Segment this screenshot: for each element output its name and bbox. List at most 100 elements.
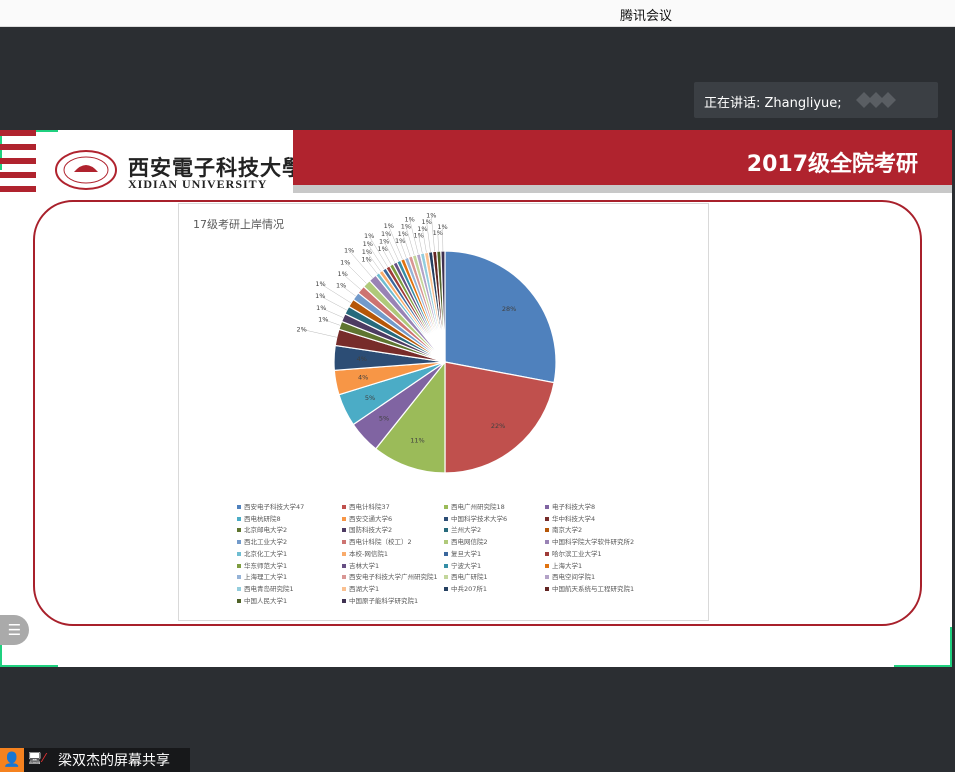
legend-entry: 中国科学院大学软件研究所2 bbox=[545, 536, 634, 546]
leader-line bbox=[409, 219, 419, 255]
legend-entry: 中国人民大学1 bbox=[237, 595, 287, 605]
legend-entry: 中国原子能科学研究院1 bbox=[342, 595, 418, 605]
legend-label: 兰州大学2 bbox=[451, 526, 482, 535]
legend-entry: 本校-网信院1 bbox=[342, 548, 388, 558]
leader-line bbox=[385, 233, 399, 262]
legend-entry: 西电空间学院1 bbox=[545, 571, 595, 581]
data-label: 1% bbox=[426, 212, 436, 220]
legend-swatch bbox=[444, 528, 448, 533]
legend-swatch bbox=[545, 505, 549, 509]
leader-line bbox=[341, 285, 356, 297]
app-title: 腾讯会议 bbox=[620, 9, 673, 24]
leader-line bbox=[437, 233, 440, 252]
legend-entry: 中国科学技术大学6 bbox=[444, 513, 507, 523]
legend-swatch bbox=[342, 528, 346, 533]
legend-swatch bbox=[545, 516, 549, 521]
legend-entry: 中兵207所1 bbox=[444, 583, 487, 593]
legend-entry: 西安电子科技大学47 bbox=[237, 501, 304, 511]
screen-share-label: 👤 🖥 ⁄ 梁双杰的屏幕共享 bbox=[0, 748, 190, 772]
data-label: 1% bbox=[417, 225, 427, 233]
legend-entry: 西电计科院37 bbox=[342, 501, 390, 511]
leader-line bbox=[345, 262, 367, 284]
legend-swatch bbox=[342, 505, 346, 509]
legend-label: 北京化工大学1 bbox=[244, 549, 288, 558]
legend-label: 宁波大学1 bbox=[451, 561, 482, 570]
legend-entry: 西电计科院（校工）2 bbox=[342, 536, 412, 546]
data-label: 1% bbox=[395, 237, 405, 245]
legend-swatch bbox=[444, 575, 448, 580]
legend-label: 西电网信院2 bbox=[451, 538, 488, 547]
legend-label: 华东师范大学1 bbox=[244, 561, 288, 570]
tencent-meeting-logo-icon bbox=[856, 92, 896, 108]
legend-entry: 上海理工大学1 bbox=[237, 571, 287, 581]
legend-swatch bbox=[342, 563, 346, 568]
legend-swatch bbox=[237, 528, 241, 533]
legend-swatch bbox=[444, 563, 448, 568]
legend-swatch bbox=[444, 586, 448, 591]
slide-title: 2017级全院考研 bbox=[746, 152, 918, 177]
data-label: 1% bbox=[377, 245, 387, 253]
data-label: 1% bbox=[381, 230, 391, 238]
data-label: 1% bbox=[336, 281, 346, 289]
pie-slice bbox=[374, 360, 446, 474]
shared-screen-slide: 西安電子科技大學 XIDIAN UNIVERSITY 2017级全院考研 17级… bbox=[0, 130, 952, 667]
legend-label: 西电杭研院8 bbox=[244, 514, 281, 523]
title-bar: 腾讯会议 bbox=[0, 0, 955, 27]
legend-entry: 国防科技大学2 bbox=[342, 524, 392, 534]
mic-muted-icon: ⁄ bbox=[43, 751, 46, 765]
university-name-en: XIDIAN UNIVERSITY bbox=[128, 177, 268, 191]
data-label: 1% bbox=[379, 237, 389, 245]
legend-swatch bbox=[444, 540, 448, 545]
screen-share-icon: 🖥 bbox=[27, 751, 43, 765]
leader-line bbox=[323, 319, 341, 326]
data-label: 1% bbox=[361, 256, 371, 264]
legend-entry: 电子科技大学8 bbox=[545, 501, 595, 511]
data-label: 22% bbox=[491, 422, 505, 430]
data-label: 1% bbox=[344, 247, 354, 255]
data-label: 1% bbox=[433, 229, 443, 237]
legend-swatch bbox=[237, 540, 241, 545]
legend-entry: 宁波大学1 bbox=[444, 560, 481, 570]
header-band: 2017级全院考研 bbox=[293, 130, 952, 185]
legend-entry: 上海大学1 bbox=[545, 560, 582, 570]
data-label: 4% bbox=[358, 373, 368, 381]
legend-entry: 西安电子科技大学广州研究院1 bbox=[342, 571, 438, 581]
legend-swatch bbox=[545, 540, 549, 545]
university-name-cn: 西安電子科技大學 bbox=[128, 155, 304, 180]
legend-label: 中国科学院大学软件研究所2 bbox=[552, 538, 635, 547]
legend-swatch bbox=[342, 598, 346, 603]
data-label: 1% bbox=[364, 232, 374, 240]
legend-swatch bbox=[545, 575, 549, 580]
pie-chart: 17级考研上岸情况 28% 22% 11% 5% 5% 4% 4% 2% 1% 1% 1% 1% 1% 1… bbox=[178, 203, 709, 621]
leader-line bbox=[367, 243, 385, 270]
legend-entry: 西电杭研院8 bbox=[237, 513, 281, 523]
data-label: 1% bbox=[421, 218, 431, 226]
leader-line bbox=[388, 226, 403, 260]
legend-label: 上海大学1 bbox=[552, 561, 583, 570]
legend-entry: 兰州大学2 bbox=[444, 524, 481, 534]
decorative-stripes bbox=[0, 130, 36, 194]
data-label: 1% bbox=[401, 223, 411, 231]
pie-svg: 28%22%11%5%5%4%4%2%1%1%1%1% 1%1%1%1%1%1%1… bbox=[297, 212, 557, 474]
legend-label: 哈尔滨工业大学1 bbox=[552, 549, 602, 558]
legend-label: 中国人民大学1 bbox=[244, 596, 288, 605]
legend-label: 西湖大学1 bbox=[349, 584, 380, 593]
leader-line bbox=[418, 235, 423, 254]
leader-line bbox=[366, 251, 381, 272]
list-menu-button[interactable]: ☰ bbox=[0, 615, 29, 645]
legend-label: 西电广研院1 bbox=[451, 573, 488, 582]
data-label: 1% bbox=[363, 240, 373, 248]
data-label: 1% bbox=[413, 232, 423, 240]
legend-entry: 南京大学2 bbox=[545, 524, 582, 534]
legend-label: 吉林大学1 bbox=[349, 561, 380, 570]
legend-swatch bbox=[237, 575, 241, 580]
legend-label: 南京大学2 bbox=[552, 526, 583, 535]
leader-line bbox=[348, 250, 373, 279]
data-label: 1% bbox=[437, 223, 447, 231]
legend-label: 西北工业大学2 bbox=[244, 538, 288, 547]
legend-label: 中国原子能科学研究院1 bbox=[349, 596, 419, 605]
leader-line bbox=[342, 273, 362, 290]
legend-swatch bbox=[342, 586, 346, 591]
legend-swatch bbox=[237, 551, 241, 556]
pie-slice bbox=[444, 250, 557, 384]
